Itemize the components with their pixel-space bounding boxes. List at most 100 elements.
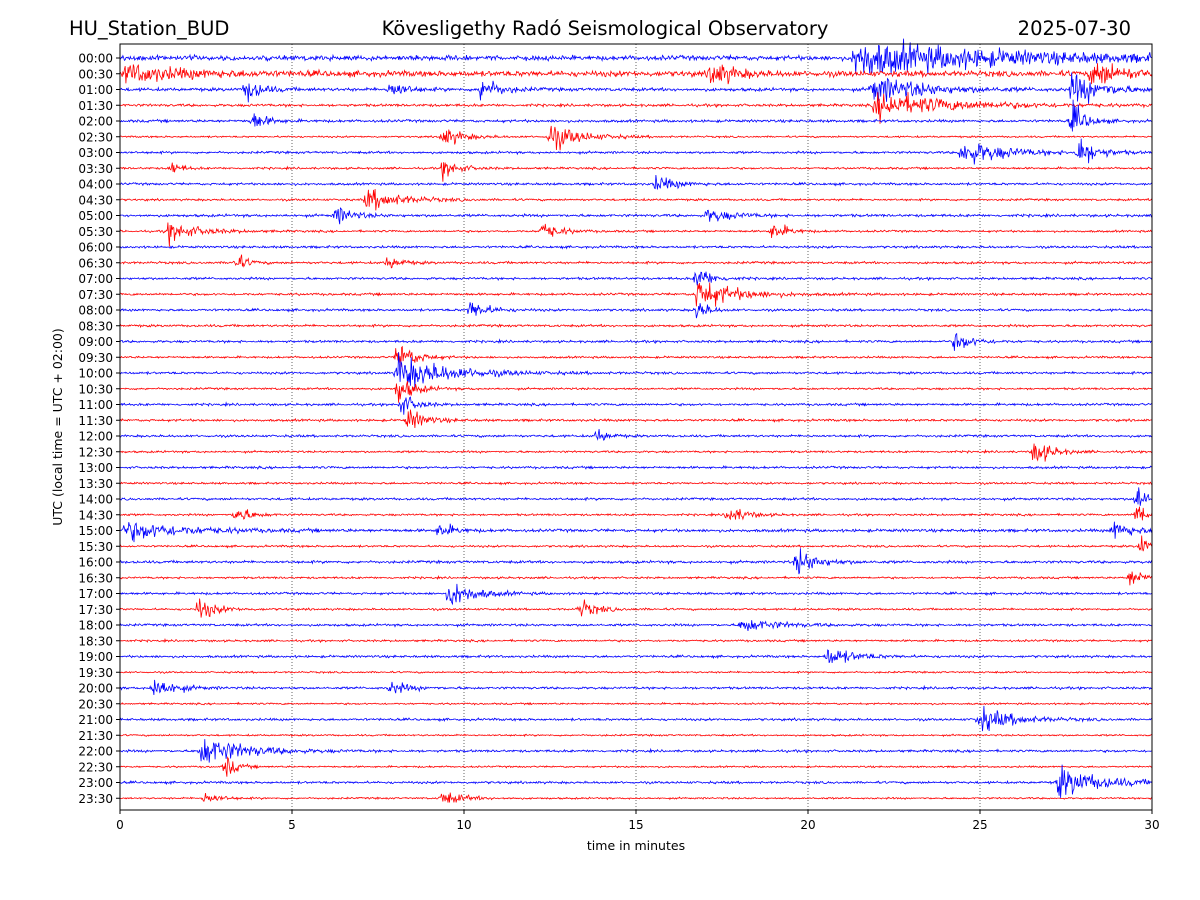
y-tick-label-2: 01:00	[78, 83, 113, 97]
trace-1900	[119, 649, 1153, 664]
trace-1800	[119, 620, 1153, 631]
trace-1200	[119, 429, 1153, 441]
y-tick-label-1: 00:30	[78, 67, 113, 81]
y-tick-label-9: 04:30	[78, 193, 113, 207]
trace-0330	[119, 162, 1153, 182]
trace-0930	[119, 345, 1153, 368]
x-tick-label-4: 20	[800, 818, 815, 832]
y-tick-label-23: 11:30	[78, 414, 113, 428]
y-tick-label-34: 17:00	[78, 587, 113, 601]
trace-1130	[119, 409, 1153, 429]
station-label: HU_Station_BUD	[69, 17, 229, 40]
trace-1100	[120, 396, 1153, 415]
trace-0530	[119, 222, 1153, 247]
x-tick-label-1: 5	[288, 818, 296, 832]
trace-1300	[119, 464, 1153, 470]
y-tick-label-6: 03:00	[78, 146, 113, 160]
y-tick-label-43: 21:30	[78, 729, 113, 743]
y-tick-label-4: 02:00	[78, 115, 113, 129]
y-tick-label-27: 13:30	[78, 477, 113, 491]
y-tick-label-5: 02:30	[78, 130, 113, 144]
y-tick-label-44: 22:00	[78, 745, 113, 759]
trace-1530	[119, 535, 1153, 552]
y-tick-label-24: 12:00	[78, 430, 113, 444]
y-tick-label-46: 23:00	[78, 776, 113, 790]
y-tick-label-28: 14:00	[78, 493, 113, 507]
y-tick-label-35: 17:30	[78, 603, 113, 617]
trace-1700	[119, 583, 1153, 606]
x-tick-label-5: 25	[972, 818, 987, 832]
trace-1400	[119, 487, 1153, 506]
y-tick-label-0: 00:00	[78, 52, 113, 66]
trace-2130	[119, 733, 1153, 738]
y-tick-label-26: 13:00	[78, 461, 113, 475]
y-tick-label-22: 11:00	[78, 398, 113, 412]
trace-1930	[119, 670, 1153, 675]
trace-0900	[119, 332, 1153, 351]
y-tick-label-25: 12:30	[78, 445, 113, 459]
y-tick-label-3: 01:30	[78, 99, 113, 113]
y-tick-label-10: 05:00	[78, 209, 113, 223]
trace-0300	[119, 138, 1152, 165]
trace-1830	[119, 637, 1153, 644]
trace-0830	[119, 323, 1153, 329]
trace-1630	[119, 571, 1153, 586]
trace-0730	[119, 282, 1153, 307]
trace-1730	[119, 598, 1153, 618]
y-tick-label-30: 15:00	[78, 524, 113, 538]
x-tick-label-2: 10	[456, 818, 471, 832]
trace-1500	[119, 521, 1153, 543]
y-tick-label-45: 22:30	[78, 760, 113, 774]
trace-1030	[119, 380, 1153, 403]
y-tick-label-40: 20:00	[78, 682, 113, 696]
trace-2030	[120, 701, 1153, 706]
y-tick-label-37: 18:30	[78, 634, 113, 648]
x-axis-label: time in minutes	[587, 838, 685, 853]
y-tick-label-17: 08:30	[78, 319, 113, 333]
trace-0800	[119, 302, 1153, 319]
y-tick-label-36: 18:00	[78, 619, 113, 633]
y-tick-label-8: 04:00	[78, 178, 113, 192]
y-tick-label-47: 23:30	[78, 792, 113, 806]
y-tick-label-31: 15:30	[78, 540, 113, 554]
trace-1330	[119, 481, 1153, 486]
y-tick-label-15: 07:30	[78, 288, 113, 302]
y-tick-label-13: 06:30	[78, 256, 113, 270]
trace-1000	[119, 352, 1153, 389]
x-axis-ticks: 0 5 10 15 20 25 30	[116, 810, 1160, 832]
x-tick-label-3: 15	[628, 818, 643, 832]
y-tick-label-38: 19:00	[78, 650, 113, 664]
y-tick-label-33: 16:30	[78, 571, 113, 585]
trace-0200	[119, 99, 1153, 132]
trace-0000	[119, 38, 1153, 75]
trace-2300	[120, 764, 1153, 798]
y-axis-label: UTC (local time = UTC + 02:00)	[50, 328, 65, 526]
trace-1230	[119, 443, 1153, 462]
trace-0030	[119, 63, 1153, 85]
trace-2200	[119, 739, 1153, 763]
trace-2330	[119, 792, 1153, 803]
trace-2230	[120, 756, 1153, 777]
trace-0500	[119, 207, 1153, 225]
chart-title: Kövesligethy Radó Seismological Observat…	[382, 17, 829, 40]
trace-0400	[120, 174, 1153, 190]
y-tick-label-39: 19:30	[78, 666, 113, 680]
trace-0130	[119, 92, 1153, 124]
y-tick-label-41: 20:30	[78, 697, 113, 711]
seismic-traces	[119, 38, 1153, 803]
y-tick-label-11: 05:30	[78, 225, 113, 239]
y-tick-label-29: 14:30	[78, 508, 113, 522]
y-tick-label-7: 03:30	[78, 162, 113, 176]
date-label: 2025-07-30	[1018, 17, 1131, 40]
x-tick-label-6: 30	[1144, 818, 1159, 832]
trace-1600	[119, 548, 1153, 575]
trace-0100	[120, 72, 1153, 104]
trace-0230	[119, 125, 1153, 151]
trace-0630	[119, 254, 1153, 269]
y-tick-label-42: 21:00	[78, 713, 113, 727]
y-tick-label-19: 09:30	[78, 351, 113, 365]
y-tick-label-21: 10:30	[78, 382, 113, 396]
trace-0600	[119, 244, 1153, 250]
